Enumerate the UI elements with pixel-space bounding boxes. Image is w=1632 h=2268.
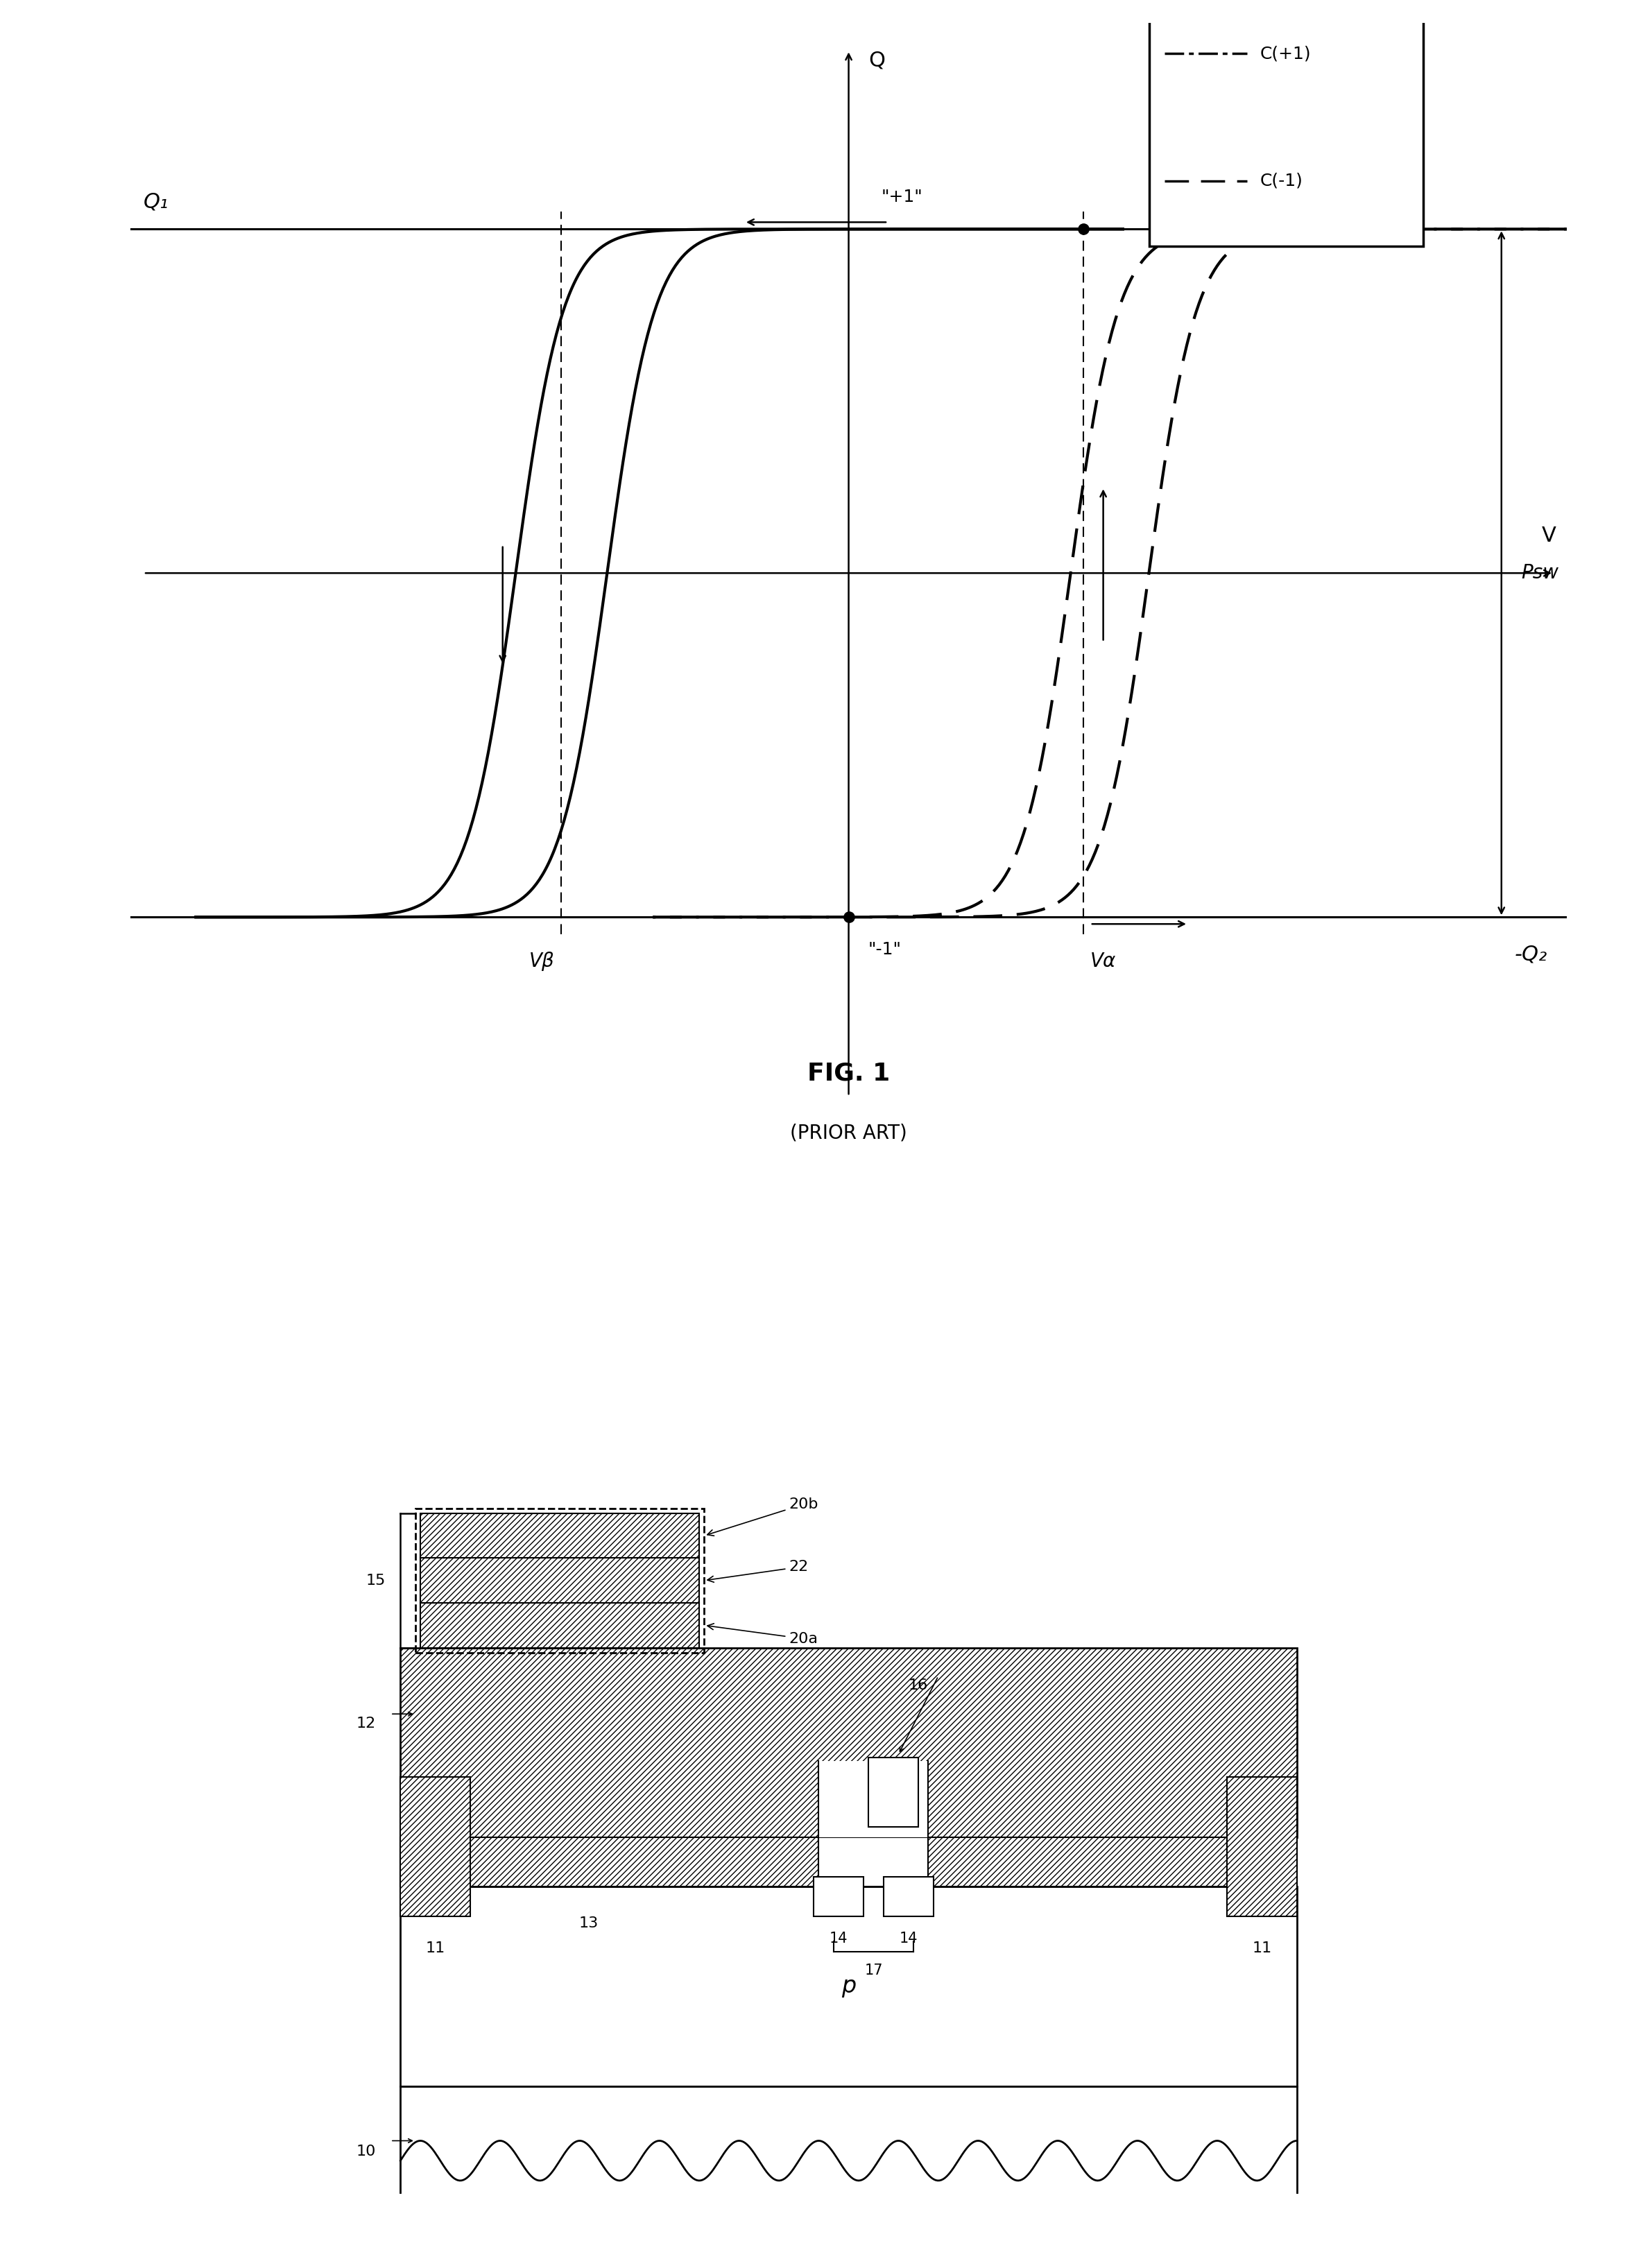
Text: Vβ: Vβ [529,953,555,971]
Text: V: V [1542,526,1557,547]
Bar [400,1778,470,1916]
Bar [1149,0,1423,247]
Text: 11: 11 [426,1941,446,1955]
Bar [814,1878,863,1916]
Bar [819,1837,929,1887]
Bar [400,1649,1297,1837]
Bar [400,2087,1297,2195]
Text: Psw: Psw [1521,562,1559,583]
Bar [416,1508,705,1653]
Text: n: n [1106,1853,1118,1871]
Text: Q₁: Q₁ [144,193,168,211]
Bar [421,1603,698,1649]
Text: 14: 14 [829,1932,849,1946]
Bar [883,1878,934,1916]
Bar [819,1762,929,1837]
Bar [868,1758,919,1828]
Bar [421,1558,698,1603]
Bar [400,1887,1297,2087]
Text: 20b: 20b [707,1497,818,1535]
Text: 14: 14 [899,1932,917,1946]
Text: C(-1): C(-1) [1260,172,1302,188]
Bar [421,1513,698,1558]
Bar [929,1837,1297,1887]
Text: FIG. 1: FIG. 1 [808,1061,889,1084]
Text: Q: Q [868,50,885,70]
Text: 10: 10 [356,2146,375,2159]
Text: -Q₂: -Q₂ [1514,946,1547,964]
Text: n: n [625,1853,636,1871]
Text: 17: 17 [865,1964,883,1978]
Text: 12: 12 [356,1717,375,1730]
Text: "-1": "-1" [868,941,901,957]
Text: 16: 16 [909,1678,929,1692]
Bar [400,1837,819,1887]
Text: 20a: 20a [707,1624,818,1647]
Text: 13: 13 [579,1916,599,1930]
Text: C(+1): C(+1) [1260,45,1310,61]
Text: (PRIOR ART): (PRIOR ART) [790,1123,907,1143]
Text: 15: 15 [366,1574,385,1588]
Text: "+1": "+1" [881,188,922,204]
Text: 22: 22 [707,1560,808,1583]
Text: p: p [842,1975,855,1998]
Text: 11: 11 [1252,1941,1271,1955]
Text: Vα: Vα [1090,953,1116,971]
Bar [1227,1778,1297,1916]
